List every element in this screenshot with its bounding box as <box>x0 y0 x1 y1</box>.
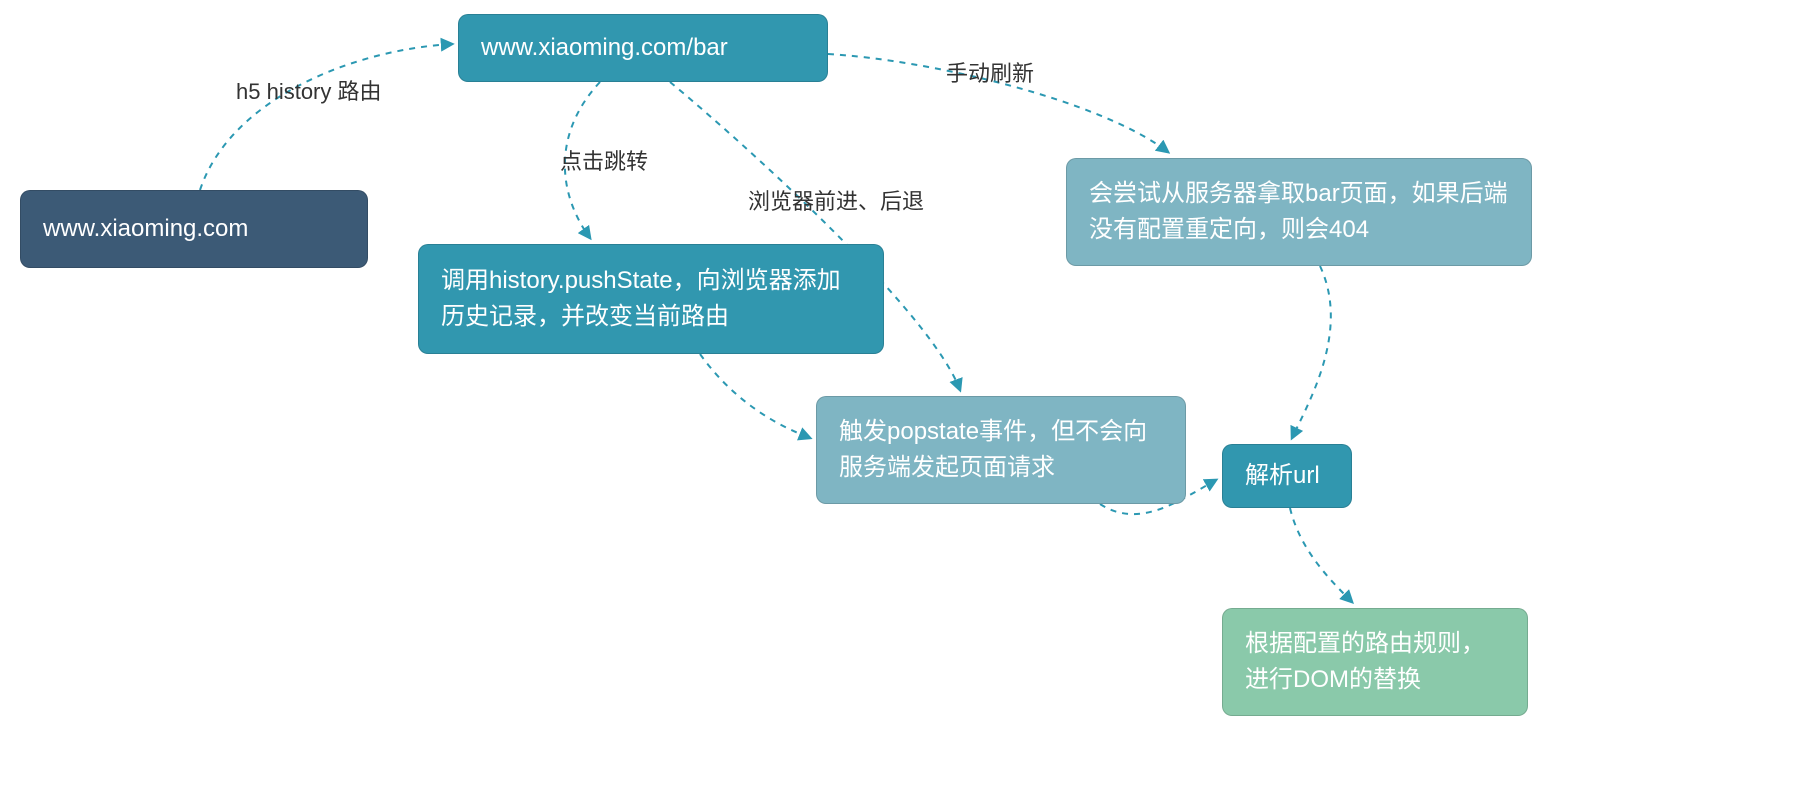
edge-label-history-route: h5 history 路由 <box>236 74 382 106</box>
node-start: www.xiaoming.com <box>20 190 368 268</box>
node-pop-text: 触发popstate事件，但不会向服务端发起页面请求 <box>839 414 1163 486</box>
node-server-404: 会尝试从服务器拿取bar页面，如果后端没有配置重定向，则会404 <box>1066 158 1532 266</box>
edge-label-click-jump: 点击跳转 <box>560 144 648 176</box>
node-popstate: 触发popstate事件，但不会向服务端发起页面请求 <box>816 396 1186 504</box>
node-parse-text: 解析url <box>1245 458 1329 494</box>
node-parse-url: 解析url <box>1222 444 1352 508</box>
edge-label-manual-refresh: 手动刷新 <box>946 56 1034 88</box>
node-push-text: 调用history.pushState，向浏览器添加历史记录，并改变当前路由 <box>441 263 861 335</box>
node-dom-text: 根据配置的路由规则，进行DOM的替换 <box>1245 626 1505 698</box>
node-bar-url: www.xiaoming.com/bar <box>458 14 828 82</box>
node-pushstate: 调用history.pushState，向浏览器添加历史记录，并改变当前路由 <box>418 244 884 354</box>
node-bar-text: www.xiaoming.com/bar <box>481 30 805 66</box>
node-start-text: www.xiaoming.com <box>43 211 345 247</box>
edge-label-browser-nav: 浏览器前进、后退 <box>748 184 924 216</box>
node-dom-replace: 根据配置的路由规则，进行DOM的替换 <box>1222 608 1528 716</box>
node-server-text: 会尝试从服务器拿取bar页面，如果后端没有配置重定向，则会404 <box>1089 176 1509 248</box>
